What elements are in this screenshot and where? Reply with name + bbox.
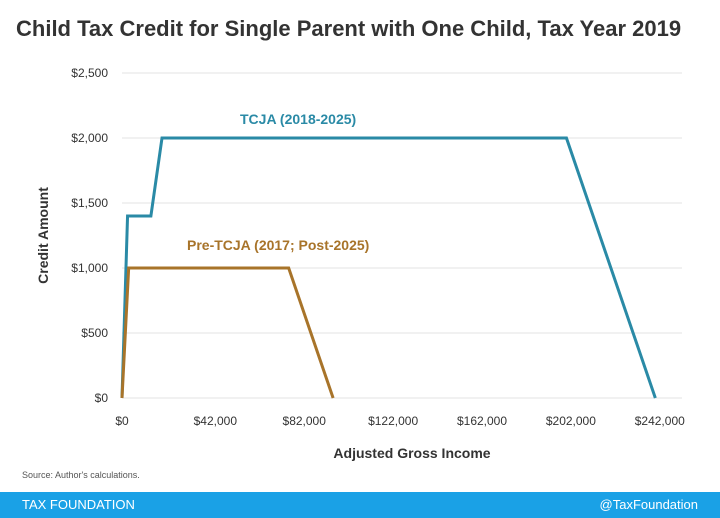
y-tick-label: $0 (95, 391, 109, 405)
x-tick-label: $162,000 (457, 414, 507, 428)
footer-brand: TAX FOUNDATION (22, 497, 135, 512)
x-tick-label: $42,000 (194, 414, 238, 428)
y-tick-label: $500 (81, 326, 108, 340)
source-note: Source: Author's calculations. (22, 470, 140, 480)
y-tick-label: $2,500 (71, 66, 108, 80)
footer-bar: TAX FOUNDATION @TaxFoundation (0, 492, 720, 518)
series-label: Pre-TCJA (2017; Post-2025) (187, 237, 369, 253)
x-tick-label: $242,000 (635, 414, 685, 428)
series-line (120, 266, 335, 399)
x-tick-label: $0 (115, 414, 129, 428)
series-label: TCJA (2018-2025) (240, 111, 356, 127)
series-line (120, 136, 657, 399)
chart-title: Child Tax Credit for Single Parent with … (16, 16, 682, 41)
y-axis-label: Credit Amount (35, 187, 51, 284)
y-tick-label: $1,000 (71, 261, 108, 275)
footer-handle: @TaxFoundation (599, 497, 698, 512)
chart-area: $0 $500 $1,000 $1,500 $2,000 $2,500 $0 $42,000 $… (35, 66, 685, 461)
y-tick-label: $2,000 (71, 131, 108, 145)
x-tick-label: $202,000 (546, 414, 596, 428)
x-tick-label: $122,000 (368, 414, 418, 428)
x-tick-label: $82,000 (283, 414, 327, 428)
y-tick-label: $1,500 (71, 196, 108, 210)
x-axis-label: Adjusted Gross Income (333, 445, 490, 461)
